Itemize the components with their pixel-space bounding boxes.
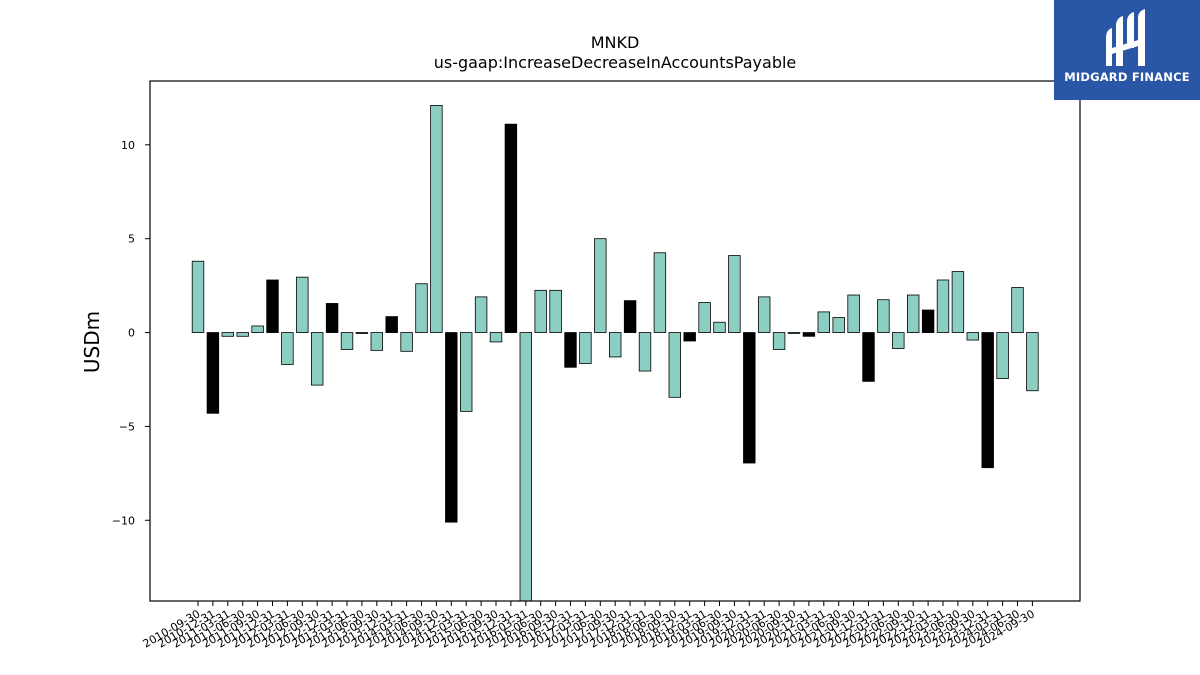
bar-2013-09-30 <box>370 332 384 351</box>
bar-2016-06-30 <box>534 289 547 333</box>
bar-2019-06-30 <box>713 321 726 333</box>
bar-2011-09-30 <box>251 325 264 333</box>
x-axis-ticks: 2010-09-302010-12-312011-03-312011-06-30… <box>141 601 1037 651</box>
bar-2015-09-30 <box>489 332 503 343</box>
bar-2017-09-30 <box>609 332 622 358</box>
bar-2012-03-31 <box>281 332 294 365</box>
y-tick-label: −5 <box>119 420 135 433</box>
bar-2022-12-31 <box>921 309 935 333</box>
bar-2014-09-30 <box>430 105 443 333</box>
bar-2023-12-31 <box>981 332 994 469</box>
bar-2019-03-31 <box>698 302 711 333</box>
bar-2013-12-31 <box>385 316 398 333</box>
bar-2012-06-30 <box>296 276 309 333</box>
bar-2024-03-31 <box>996 332 1009 379</box>
bar-2021-09-30 <box>847 294 860 333</box>
bar-2019-09-30 <box>728 255 741 333</box>
bar-2014-12-31 <box>445 332 458 523</box>
bar-2022-09-30 <box>907 294 920 333</box>
bar-2018-06-30 <box>653 252 667 333</box>
bar-2024-09-30 <box>1026 332 1039 392</box>
y-tick-label: −10 <box>112 514 135 527</box>
bar-2018-09-30 <box>668 332 682 398</box>
bar-2015-12-31 <box>504 123 518 333</box>
bar-2023-09-30 <box>966 332 980 341</box>
bar-2010-12-31 <box>206 332 220 414</box>
bar-2012-09-30 <box>310 332 324 386</box>
bar-2017-06-30 <box>594 238 607 333</box>
bar-2016-09-30 <box>549 289 562 333</box>
y-axis-ticks: −10 −5 0 5 10 <box>112 139 150 527</box>
bar-2013-03-31 <box>340 332 354 350</box>
bar-2020-12-31 <box>802 332 816 337</box>
midgard-logo-icon <box>1106 9 1145 66</box>
bar-2021-03-31 <box>817 311 831 333</box>
bar-2019-12-31 <box>743 332 756 464</box>
bar-2010-09-30 <box>191 260 205 333</box>
bar-2022-03-31 <box>877 299 890 333</box>
bar-2017-12-31 <box>623 300 637 333</box>
bar-2012-12-31 <box>325 303 339 333</box>
chart-title: MNKD <box>591 33 640 52</box>
bar-2011-06-30 <box>236 332 249 337</box>
bar-2014-06-30 <box>415 283 428 333</box>
y-tick-label: 10 <box>121 139 135 152</box>
bar-2022-06-30 <box>892 332 905 349</box>
bar-2015-06-30 <box>474 296 488 333</box>
y-axis-label: USDm <box>80 311 104 373</box>
bar-2021-12-31 <box>862 332 875 382</box>
bar-2016-12-31 <box>564 332 577 368</box>
logo-text: MIDGARD FINANCE <box>1064 70 1190 84</box>
bar-2011-03-31 <box>221 332 235 337</box>
bar-2020-09-30 <box>787 332 801 334</box>
y-tick-label: 5 <box>128 233 135 246</box>
bar-2016-03-31 <box>519 332 533 602</box>
bar-2018-12-31 <box>683 332 696 342</box>
bar-2018-03-31 <box>638 332 652 372</box>
bar-2013-06-30 <box>355 332 369 334</box>
bar-2023-06-30 <box>951 271 965 333</box>
brand-logo: MIDGARD FINANCE <box>1054 0 1200 100</box>
bar-2020-03-31 <box>758 296 771 333</box>
bar-2011-12-31 <box>266 279 279 333</box>
chart-subtitle: us-gaap:IncreaseDecreaseInAccountsPayabl… <box>434 53 797 72</box>
bar-2015-03-31 <box>459 332 473 412</box>
bar-2023-03-31 <box>936 279 950 333</box>
y-tick-label: 0 <box>128 327 135 340</box>
bar-2021-06-30 <box>832 317 845 333</box>
bar-2020-06-30 <box>772 332 786 350</box>
bar-2024-06-30 <box>1011 287 1024 333</box>
bar-2017-03-31 <box>579 332 592 364</box>
bar-2014-03-31 <box>400 332 413 352</box>
plot-frame <box>149 80 1081 602</box>
bars-group <box>191 105 1039 602</box>
